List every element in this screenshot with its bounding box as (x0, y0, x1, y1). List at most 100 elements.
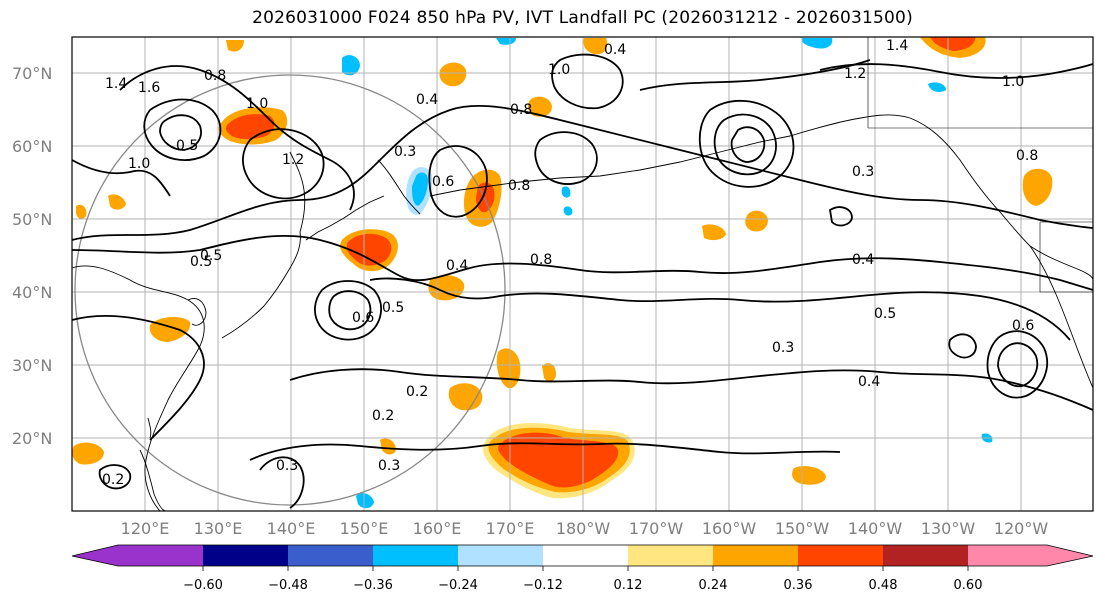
lat-label: 60°N (12, 137, 52, 156)
contour-label: 1.4 (886, 38, 908, 54)
contour-line (71, 104, 1094, 241)
pv-fill-orange (1022, 168, 1053, 206)
pv-fill-orange (792, 466, 826, 485)
pv-fills (72, 37, 1053, 509)
pv-fill-orange (542, 363, 556, 382)
contour-label: 0.2 (372, 408, 394, 424)
colorbar-tick: 0.48 (869, 578, 898, 593)
colorbar-segment (713, 545, 798, 566)
lon-label: 160°W (702, 519, 757, 538)
coast-asia (71, 265, 205, 512)
latitude-labels: 70°N 60°N 50°N 40°N 30°N 20°N (12, 64, 52, 448)
contour-label: 0.6 (432, 174, 454, 190)
contour-label: 1.4 (105, 76, 127, 92)
colorbar-segment (1047, 545, 1093, 566)
coastlines (71, 37, 1094, 512)
contour-line (428, 145, 488, 218)
contour-line (71, 235, 1094, 291)
colorbar-segment (968, 545, 1047, 566)
pv-fill-red (498, 432, 619, 488)
colorbar-segment (288, 545, 373, 566)
coast-alaska (789, 114, 1094, 281)
contour-label: 1.0 (246, 96, 268, 112)
contour-label: 0.4 (852, 252, 874, 268)
colorbar-segment (373, 545, 458, 566)
contour-line (242, 128, 325, 200)
colorbar-segment (543, 545, 628, 566)
pv-fill-orange (745, 210, 768, 232)
pv-fill-cyan (563, 206, 573, 216)
colorbar-segment (458, 545, 543, 566)
colorbar-segment (203, 545, 288, 566)
coast-kamchatka (377, 159, 421, 215)
lon-label: 180°W (556, 519, 611, 538)
colorbar-tick: −0.24 (438, 578, 478, 593)
colorbar-tick: 0.60 (954, 578, 983, 593)
contour-line (534, 131, 598, 185)
pv-fill-orange (226, 40, 244, 52)
map-border (71, 36, 1094, 512)
contour-label: 0.4 (858, 374, 880, 390)
lat-label: 40°N (12, 283, 52, 302)
contour-line (98, 464, 132, 490)
contour-line (289, 368, 1094, 411)
contour-label: 0.8 (510, 102, 532, 118)
lon-label: 120°E (121, 519, 170, 538)
contour-line (159, 114, 202, 151)
lat-label: 30°N (12, 356, 52, 375)
contour-line (698, 99, 795, 188)
pv-fill-cyan (561, 186, 571, 198)
coast-korea (187, 298, 207, 326)
lon-label: 130°E (194, 519, 243, 538)
colorbar-tick: 0.12 (614, 578, 643, 593)
colorbar-segment (883, 545, 968, 566)
contour-label: 1.0 (128, 156, 150, 172)
contour-label: 0.3 (772, 340, 794, 356)
pv-fill-orange (380, 438, 396, 455)
contour-line (328, 290, 372, 331)
contour-label: 0.2 (102, 472, 124, 488)
contour-label: 0.6 (1012, 318, 1034, 334)
lon-label: 150°E (340, 519, 389, 538)
colorbar-outline (71, 544, 1094, 567)
contour-label: 0.6 (352, 310, 374, 326)
pv-fill-cyan (412, 172, 428, 206)
contour-label: 0.8 (508, 178, 530, 194)
colorbar-segment (628, 545, 713, 566)
contour-label: 0.5 (190, 254, 212, 270)
lat-label: 70°N (12, 64, 52, 83)
contour-label: 0.5 (382, 300, 404, 316)
contour-line (71, 314, 205, 441)
pv-fill-cyan (496, 38, 516, 45)
contour-label: 0.8 (530, 252, 552, 268)
colorbar-tick: 0.36 (784, 578, 813, 593)
lon-label: 170°W (629, 519, 684, 538)
pv-fill-red (346, 233, 392, 266)
colorbar-segment (72, 545, 118, 566)
colorbar-segment (798, 545, 883, 566)
pv-fill-orange (108, 194, 126, 210)
contour-label: 0.4 (604, 42, 626, 58)
contour-line (713, 113, 777, 176)
contour-label: 0.5 (200, 248, 222, 264)
contour-line (259, 456, 305, 509)
contour-label: 0.5 (874, 306, 896, 322)
colorbar-segment (118, 545, 203, 566)
contour-label: 0.4 (446, 258, 468, 274)
landfall-circle (74, 74, 506, 506)
contour-label: 0.3 (378, 458, 400, 474)
contour-line (997, 342, 1039, 388)
contour-line (119, 65, 355, 211)
colorbar-tick: −0.48 (268, 578, 308, 593)
contour-line (819, 63, 1094, 79)
contour-label: 1.0 (1002, 74, 1024, 90)
pv-fill-cyan (928, 82, 946, 92)
pv-contours (71, 53, 1094, 509)
pv-fill-orange (448, 383, 483, 411)
contour-label: 0.3 (852, 164, 874, 180)
colorbar-tick: −0.60 (183, 578, 223, 593)
coast-na-west (1029, 245, 1094, 389)
contour-line (249, 442, 841, 461)
pv-fill-orange (76, 204, 87, 219)
